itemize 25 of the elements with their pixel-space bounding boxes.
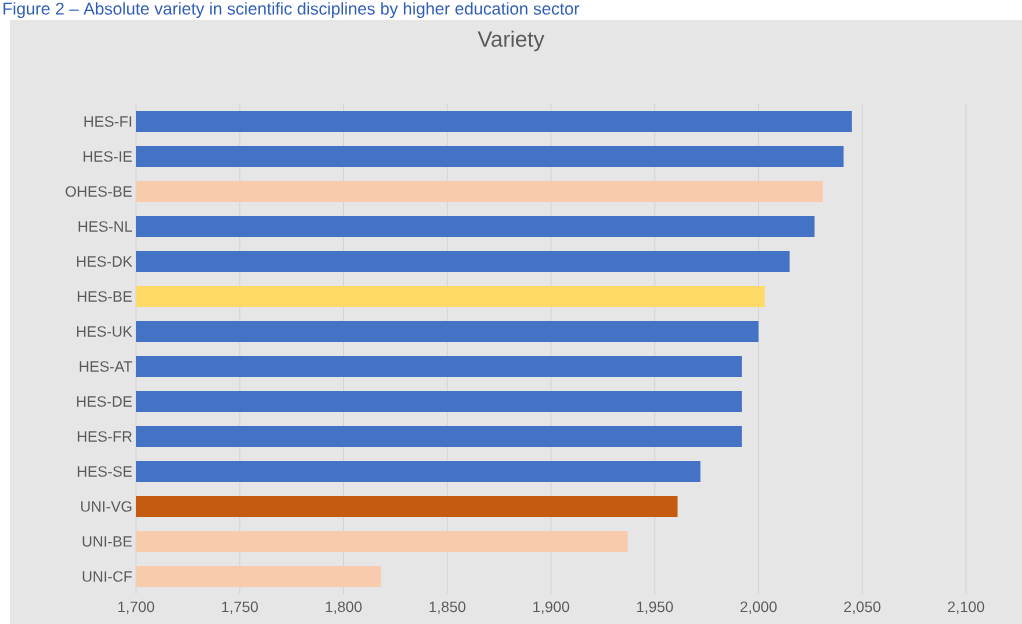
x-tick-label: 2,000 [740, 601, 777, 614]
y-tick-label: HES-SE [77, 466, 132, 477]
y-tick-label: HES-BE [77, 291, 132, 302]
x-tick-label: 1,900 [533, 601, 570, 614]
y-tick-label: HES-FR [77, 431, 132, 442]
x-tick-label: 1,850 [429, 601, 466, 614]
x-tick-label: 1,950 [637, 601, 673, 614]
y-tick-label: HES-UK [77, 326, 133, 337]
x-tick-label: 2,050 [844, 601, 881, 614]
y-tick-label: HES-DE [77, 396, 132, 407]
y-tick-label: HES-NL [78, 221, 132, 232]
y-tick-label: HES-DK [77, 256, 133, 267]
y-tick-label: HES-IE [83, 151, 132, 162]
caption: Figure 2 – Absolute variety in scientific disciplines by higher education sector [3, 2, 580, 19]
x-tick-label: 1,700 [118, 601, 155, 614]
y-tick-label: UNI-VG [81, 501, 132, 512]
y-tick-label: HES-FI [84, 116, 132, 127]
x-tick-label: 1,750 [222, 601, 258, 614]
y-tick-label: UNI-BE [82, 536, 132, 547]
x-tick-label: 1,800 [325, 601, 362, 614]
y-tick-label: OHES-BE [65, 186, 132, 197]
x-tick-label: 2,100 [947, 601, 985, 614]
chart-title: Variety [477, 30, 545, 52]
y-tick-label: UNI-CF [82, 571, 132, 582]
y-tick-label: HES-AT [79, 361, 133, 372]
